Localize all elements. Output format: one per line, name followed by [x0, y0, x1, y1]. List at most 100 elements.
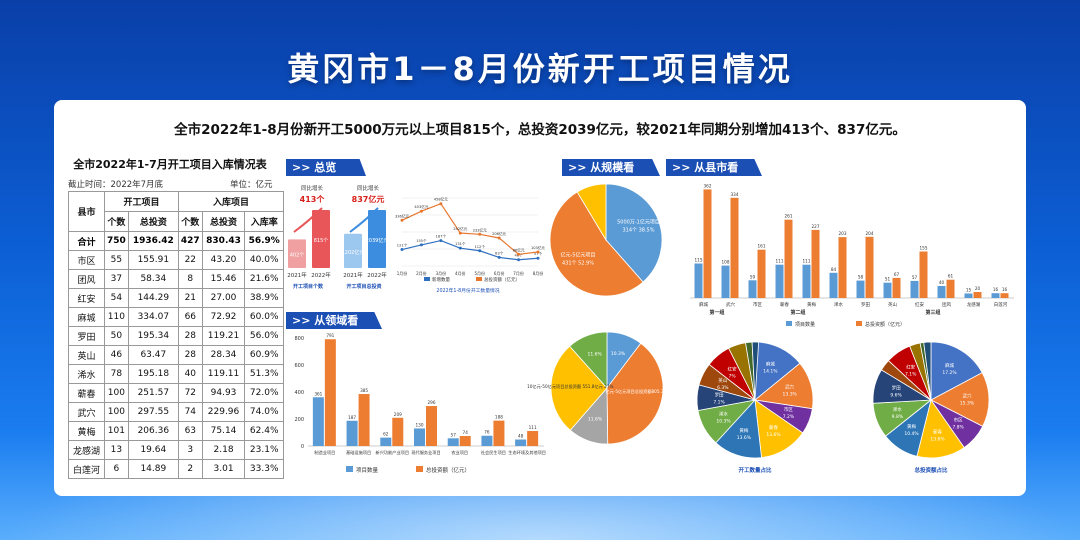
pie-slice	[569, 331, 608, 390]
chart-title: 2022年1-8月份开工数量情况	[436, 287, 499, 294]
bar	[937, 286, 946, 298]
line-point	[439, 239, 443, 243]
x-tick-label: 蕲春	[780, 301, 789, 308]
legend-swatch	[346, 466, 353, 472]
pie-label: 亿元-5亿元项目总投资额805.3亿元 39.5%	[605, 388, 686, 395]
pie-value-label: 17.2%	[942, 370, 957, 376]
point-label: 86亿元	[513, 247, 525, 252]
table-cell: 72	[177, 383, 203, 403]
bar	[447, 438, 459, 446]
line-series	[401, 202, 539, 255]
x-tick-label: 4月份	[455, 270, 466, 276]
pie-slice	[550, 345, 608, 431]
line-point	[458, 246, 462, 250]
content-card: 全市2022年1-8月份新开工5000万元以上项目815个，总投资2039亿元，…	[54, 100, 1026, 496]
point-label: 403亿元	[414, 204, 428, 209]
pie-value-label: 11.6%	[587, 352, 602, 358]
pie-value-label: 7.2%	[783, 414, 795, 420]
table-cell: 63	[177, 421, 203, 441]
pie-label: 5000万-1亿元项目	[617, 219, 660, 226]
x-tick-label: 新兴功能产业项目	[376, 449, 410, 456]
bar	[1000, 293, 1009, 298]
table-cell: 72.0%	[244, 383, 284, 403]
bar	[829, 272, 838, 298]
y-tick-label: 200	[294, 417, 304, 423]
line-series	[401, 239, 539, 261]
growth-value: 413个	[300, 194, 326, 204]
growth-arrow	[293, 207, 323, 233]
legend-label: 项目数量	[356, 466, 379, 474]
table-cell: 3.01	[201, 459, 246, 479]
overview-bar	[368, 210, 386, 268]
pie-label: 武穴	[962, 393, 971, 400]
table-note: 截止时间：2022年7月底	[68, 180, 164, 190]
bar	[775, 264, 784, 298]
table-row: 合计 750 1936.42 427 830.43 56.9%	[68, 231, 284, 251]
table-cell-county: 麻城	[68, 307, 105, 327]
line-point	[458, 231, 462, 235]
table-cell: 74	[177, 402, 203, 422]
line-point	[478, 232, 482, 236]
table-cell: 750	[104, 231, 129, 251]
bar-value-label: 58	[858, 275, 864, 280]
bar-value-label: 16	[993, 287, 999, 292]
pie-value-label: 13.6%	[737, 435, 752, 441]
line-point	[517, 258, 521, 262]
bar	[459, 436, 471, 446]
table-cell-county: 红安	[68, 288, 105, 308]
header-stored: 入库项目	[177, 191, 285, 212]
x-tick-label: 1月份	[397, 270, 408, 276]
bar	[358, 394, 370, 446]
bar	[312, 397, 324, 446]
table-cell: 38.9%	[244, 288, 284, 308]
legend-swatch	[786, 321, 792, 326]
y-tick-label: 400	[294, 390, 304, 396]
x-tick-label: 3月份	[436, 270, 447, 276]
bar	[721, 265, 730, 298]
table-cell: 100	[104, 402, 129, 422]
bar-value-label: 130	[416, 422, 424, 427]
table-cell: 94.93	[201, 383, 246, 403]
bar	[856, 280, 865, 298]
pie-label: 麻城	[945, 362, 954, 369]
pie-slice	[576, 183, 607, 242]
x-tick-label: 英山	[888, 301, 897, 308]
bar-value-label: 227	[812, 224, 820, 229]
line-point	[497, 236, 501, 240]
bar-value-label: 1202亿元	[342, 249, 365, 256]
bar	[748, 280, 757, 298]
pie-label: 麻城	[766, 361, 775, 368]
table-cell: 28	[177, 326, 203, 346]
pie-label: 市区	[954, 417, 963, 424]
bar-value-label: 16	[1002, 287, 1008, 292]
table-row: 市区 55 155.91 22 43.20 40.0%	[68, 250, 284, 270]
line-point	[419, 209, 423, 213]
bar-value-label: 57	[451, 432, 457, 437]
bar-value-label: 261	[785, 214, 793, 219]
table-row: 龙感湖 13 19.64 3 2.18 23.1%	[68, 440, 284, 460]
y-tick-label: 600	[294, 363, 304, 369]
county-pie-projects: 麻城14.1%武穴13.3%市区7.2%蕲春13.6%黄梅13.6%浠水10.3…	[696, 341, 814, 474]
bar-value-label: 161	[758, 244, 766, 249]
table-cell-county: 合计	[68, 231, 105, 251]
bar	[426, 406, 437, 446]
pie-slice	[930, 341, 983, 401]
point-label: 187个	[436, 234, 447, 239]
bar-value-label: 67	[894, 272, 900, 277]
x-tick-label: 6月份	[494, 270, 505, 276]
table-cell: 28	[177, 345, 203, 365]
bar	[892, 277, 901, 298]
pie-value-label: 11.6%	[588, 417, 603, 423]
x-tick-label: 团风	[942, 302, 951, 308]
bar-value-label: 2039亿元	[366, 237, 389, 244]
monthly-line-chart: 1月份 2月份 3月份 4月份 5月份 6月份 7月份 8月份 121个 155个 187个 131个…	[395, 197, 545, 294]
bar-value-label: 385	[360, 388, 368, 393]
x-tick-label: 制造业项目	[314, 449, 335, 456]
bar	[380, 437, 392, 446]
point-label: 336亿元	[395, 213, 409, 218]
table-cell: 334.07	[127, 307, 179, 327]
table-row: 英山 46 63.47 28 28.34 60.9%	[68, 345, 284, 365]
table-cell: 110	[104, 307, 129, 327]
pie-value-label: 6.3%	[717, 385, 729, 391]
legend-label: 总投资额（亿元）	[865, 321, 905, 328]
